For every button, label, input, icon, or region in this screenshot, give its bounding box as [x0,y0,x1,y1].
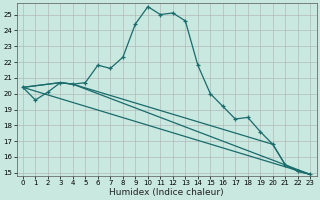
X-axis label: Humidex (Indice chaleur): Humidex (Indice chaleur) [109,188,224,197]
